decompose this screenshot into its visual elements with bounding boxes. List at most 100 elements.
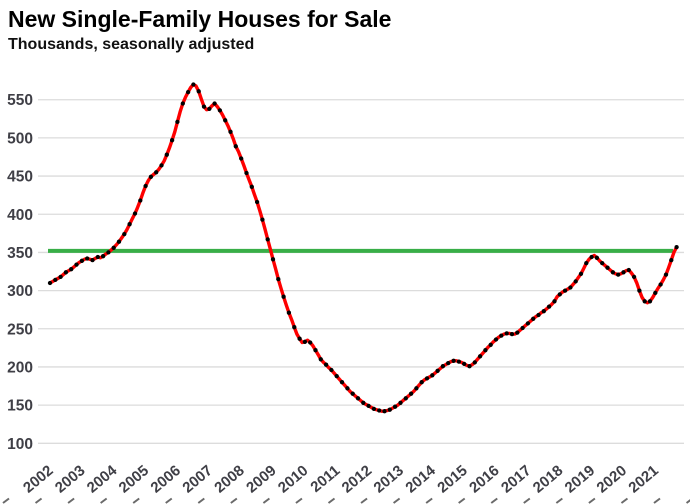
x-tick-mark: [34, 497, 43, 504]
data-point: [631, 274, 637, 280]
y-axis-tick-label: 550: [7, 92, 33, 109]
x-tick-mark: [67, 497, 75, 504]
data-point: [286, 310, 292, 315]
data-point: [169, 138, 175, 143]
x-axis-tick-label: 2002: [20, 462, 56, 496]
data-point: [653, 290, 658, 296]
data-point: [191, 82, 196, 87]
data-point: [647, 299, 653, 304]
data-point: [536, 312, 541, 318]
data-point: [456, 359, 462, 364]
data-point: [345, 386, 350, 391]
data-point: [95, 254, 100, 260]
data-point: [616, 272, 621, 277]
data-point: [568, 285, 573, 290]
x-tick-mark: [295, 497, 303, 504]
data-point: [430, 373, 435, 378]
data-point: [637, 288, 642, 293]
data-point: [584, 260, 589, 266]
data-point: [483, 348, 488, 353]
data-point: [663, 272, 669, 277]
data-point: [106, 250, 111, 255]
data-point: [154, 170, 159, 175]
data-point: [531, 316, 536, 321]
data-point: [509, 331, 515, 337]
x-tick-mark: [2, 497, 10, 504]
data-point: [600, 260, 605, 266]
data-point: [414, 386, 419, 391]
data-point: [621, 270, 626, 275]
x-axis-tick-label: 2015: [434, 462, 470, 496]
x-axis-tick-label: 2016: [466, 462, 502, 496]
data-point: [233, 144, 238, 149]
data-point: [53, 277, 58, 283]
data-point: [132, 211, 138, 216]
data-point: [265, 237, 270, 242]
data-point: [69, 267, 74, 272]
data-point: [223, 118, 228, 123]
x-tick-mark: [197, 497, 205, 504]
y-axis-tick-label: 200: [7, 359, 33, 376]
data-point: [419, 380, 424, 385]
x-axis-tick-label: 2006: [148, 462, 184, 496]
x-axis-tick-label: 2008: [211, 462, 247, 496]
data-point: [334, 373, 339, 379]
y-axis-tick-label: 400: [7, 207, 33, 224]
data-point: [377, 408, 382, 413]
data-point: [249, 184, 254, 189]
x-axis-tick-label: 2011: [307, 462, 343, 496]
x-axis-tick-label: 2014: [402, 462, 439, 497]
data-point: [122, 231, 127, 237]
data-point: [371, 406, 377, 412]
x-axis-tick-label: 2005: [116, 462, 152, 496]
data-point: [85, 256, 90, 261]
data-point: [541, 309, 546, 314]
data-point: [318, 357, 323, 362]
data-point: [552, 299, 557, 304]
data-point: [47, 280, 53, 286]
data-point: [323, 362, 329, 367]
data-point: [435, 368, 440, 373]
chart-title: New Single-Family Houses for Sale: [8, 6, 392, 32]
data-point-markers: [47, 82, 679, 414]
data-point: [138, 198, 143, 203]
data-point: [201, 104, 207, 109]
data-point: [440, 364, 446, 369]
data-point: [446, 360, 451, 366]
data-point: [207, 106, 212, 112]
data-point: [164, 152, 169, 157]
data-point: [111, 245, 116, 250]
data-point: [493, 337, 499, 342]
data-point: [361, 400, 366, 405]
data-point: [339, 380, 345, 385]
data-point: [546, 304, 552, 309]
x-tick-mark: [393, 497, 401, 504]
data-point: [281, 294, 286, 299]
data-point: [477, 354, 483, 359]
data-point: [63, 270, 69, 275]
x-axis-tick-label: 2010: [275, 462, 311, 496]
data-point: [520, 325, 525, 331]
x-tick-mark: [490, 497, 498, 504]
x-axis-tick-label: 2009: [243, 462, 279, 496]
data-point: [605, 265, 610, 270]
x-axis-tick-label: 2019: [562, 462, 598, 496]
x-axis-tick-label: 2021: [625, 462, 661, 496]
x-axis-tick-label: 2007: [179, 462, 215, 496]
data-point: [148, 174, 154, 179]
data-point: [594, 255, 600, 260]
data-point: [292, 325, 297, 330]
data-point: [127, 222, 132, 227]
x-tick-mark: [555, 497, 563, 504]
data-point: [260, 217, 265, 222]
x-tick-mark: [425, 497, 433, 504]
data-point: [626, 267, 631, 273]
data-point: [398, 400, 403, 405]
data-point: [658, 282, 663, 287]
data-point: [185, 89, 191, 95]
y-axis-tick-label: 150: [7, 398, 33, 415]
data-point: [79, 258, 85, 263]
x-axis-tick-label: 2017: [498, 462, 534, 496]
data-point: [180, 101, 185, 106]
data-point: [515, 330, 520, 335]
